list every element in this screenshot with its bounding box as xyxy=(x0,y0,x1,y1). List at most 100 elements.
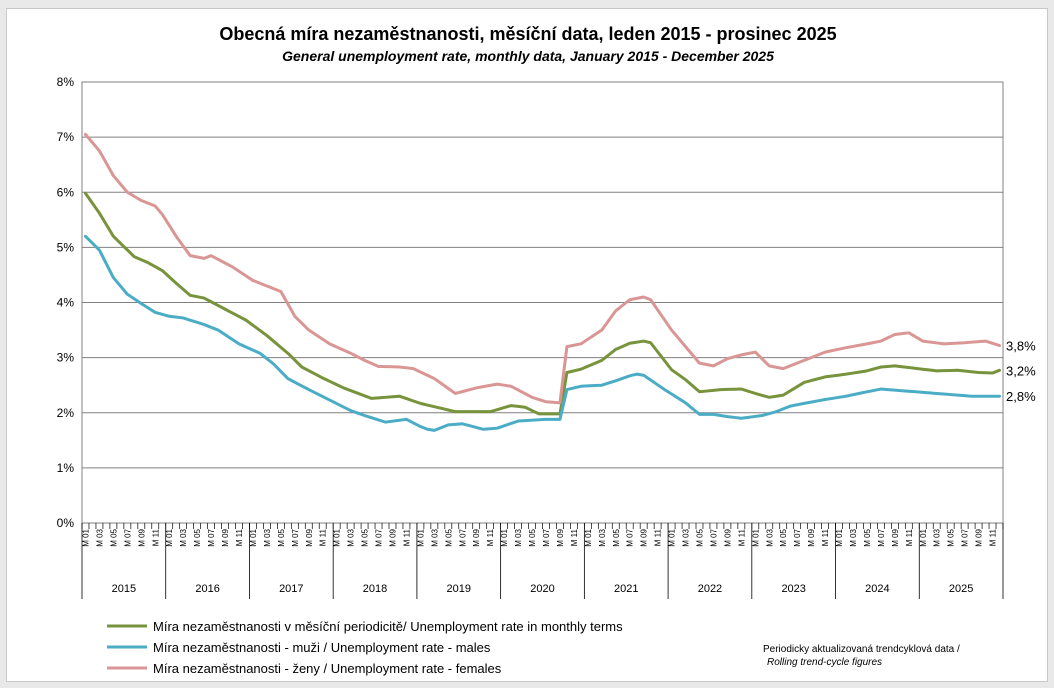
month-tick-label: M 05 xyxy=(947,528,956,546)
end-labels: 3,8% 3,2% 2,8% xyxy=(1006,338,1036,404)
month-tick-label: M 01 xyxy=(416,528,425,546)
month-tick-label: M 03 xyxy=(430,528,439,546)
y-tick-label: 5% xyxy=(57,240,75,254)
month-tick-label: M 03 xyxy=(765,528,774,546)
y-tick-label: 7% xyxy=(57,130,75,144)
month-tick-label: M 03 xyxy=(514,528,523,546)
month-tick-label: M 05 xyxy=(109,528,118,546)
year-label: 2023 xyxy=(781,583,805,595)
series-line xyxy=(83,191,1002,416)
month-tick-label: M 11 xyxy=(905,528,914,546)
month-tick-label: M 03 xyxy=(179,528,188,546)
month-tick-label: M 05 xyxy=(863,528,872,546)
month-tick-label: M 11 xyxy=(402,528,411,546)
y-tick-label: 0% xyxy=(57,516,75,530)
gridlines xyxy=(81,81,1004,524)
month-tick-label: M 09 xyxy=(891,528,900,546)
month-tick-label: M 11 xyxy=(486,528,495,546)
year-label: 2025 xyxy=(949,583,973,595)
y-tick-label: 4% xyxy=(57,296,75,310)
year-label: 2016 xyxy=(195,583,219,595)
year-label: 2024 xyxy=(865,583,889,595)
month-tick-label: M 09 xyxy=(640,528,649,546)
month-tick-label: M 05 xyxy=(695,528,704,546)
year-label: 2017 xyxy=(279,583,303,595)
month-tick-label: M 09 xyxy=(137,528,146,546)
month-tick-label: M 01 xyxy=(81,528,90,546)
series-end-label: 3,2% xyxy=(1006,363,1036,378)
month-tick-label: M 01 xyxy=(835,528,844,546)
month-tick-label: M 03 xyxy=(347,528,356,546)
legend-label: Míra nezaměstnanosti v měsíční periodici… xyxy=(153,619,623,634)
month-tick-label: M 07 xyxy=(626,528,635,546)
month-tick-label: M 01 xyxy=(668,528,677,546)
year-label: 2022 xyxy=(698,583,722,595)
year-label: 2018 xyxy=(363,583,387,595)
month-tick-label: M 01 xyxy=(751,528,760,546)
month-tick-label: M 11 xyxy=(989,528,998,546)
y-tick-label: 2% xyxy=(57,406,75,420)
x-axis: M 01 M 03 M 05 M 07 M 09 M 11 M 01 M 03 M 05 M 07… xyxy=(81,523,1004,599)
month-tick-label: M 07 xyxy=(793,528,802,546)
series-line xyxy=(83,132,1002,405)
series-lines xyxy=(83,132,1002,432)
chart-title: Obecná míra nezaměstnanosti, měsíční dat… xyxy=(219,24,836,44)
year-label: 2020 xyxy=(530,583,554,595)
month-tick-label: M 05 xyxy=(193,528,202,546)
month-tick-label: M 07 xyxy=(542,528,551,546)
month-tick-label: M 07 xyxy=(207,528,216,546)
month-tick-label: M 01 xyxy=(165,528,174,546)
y-axis-ticks: 0% 1% 2% 3% 4% 5% 6% 7% 8% xyxy=(57,75,75,530)
month-tick-label: M 01 xyxy=(333,528,342,546)
series-end-label: 3,8% xyxy=(1006,338,1036,353)
month-tick-label: M 07 xyxy=(123,528,132,546)
month-tick-label: M 05 xyxy=(528,528,537,546)
month-tick-label: M 11 xyxy=(654,528,663,546)
month-tick-label: M 07 xyxy=(709,528,718,546)
note-line-2: Rolling trend-cycle figures xyxy=(767,657,882,668)
month-tick-label: M 07 xyxy=(961,528,970,546)
unemployment-chart: Obecná míra nezaměstnanosti, měsíční dat… xyxy=(57,24,1036,676)
month-tick-label: M 03 xyxy=(95,528,104,546)
y-tick-label: 1% xyxy=(57,461,75,475)
year-label: 2015 xyxy=(112,583,136,595)
month-tick-label: M 03 xyxy=(682,528,691,546)
month-tick-label: M 07 xyxy=(877,528,886,546)
month-tick-label: M 01 xyxy=(584,528,593,546)
chart-subtitle: General unemployment rate, monthly data,… xyxy=(282,48,774,64)
month-tick-label: M 01 xyxy=(919,528,928,546)
series-end-label: 2,8% xyxy=(1006,389,1036,404)
month-tick-label: M 09 xyxy=(388,528,397,546)
month-tick-label: M 11 xyxy=(570,528,579,546)
legend-label: Míra nezaměstnanosti - muži / Unemployme… xyxy=(153,640,491,655)
legend-label: Míra nezaměstnanosti - ženy / Unemployme… xyxy=(153,661,502,676)
legend: Míra nezaměstnanosti v měsíční periodici… xyxy=(107,619,623,676)
year-label: 2021 xyxy=(614,583,638,595)
month-tick-label: M 07 xyxy=(458,528,467,546)
note-line-1: Periodicky aktualizovaná trendcyklová da… xyxy=(763,644,960,655)
series-line xyxy=(83,234,1002,432)
month-tick-label: M 01 xyxy=(249,528,258,546)
month-tick-label: M 03 xyxy=(598,528,607,546)
month-tick-label: M 03 xyxy=(933,528,942,546)
y-tick-label: 3% xyxy=(57,351,75,365)
month-tick-label: M 11 xyxy=(235,528,244,546)
month-tick-label: M 09 xyxy=(305,528,314,546)
month-tick-label: M 03 xyxy=(849,528,858,546)
month-tick-label: M 01 xyxy=(500,528,509,546)
month-tick-label: M 07 xyxy=(291,528,300,546)
month-tick-label: M 05 xyxy=(361,528,370,546)
y-tick-label: 8% xyxy=(57,75,75,89)
month-tick-label: M 09 xyxy=(472,528,481,546)
month-tick-label: M 05 xyxy=(779,528,788,546)
month-tick-label: M 09 xyxy=(975,528,984,546)
month-tick-label: M 11 xyxy=(151,528,160,546)
month-tick-label: M 11 xyxy=(319,528,328,546)
month-tick-label: M 03 xyxy=(263,528,272,546)
month-tick-label: M 11 xyxy=(821,528,830,546)
month-tick-label: M 05 xyxy=(277,528,286,546)
month-tick-label: M 07 xyxy=(375,528,384,546)
month-tick-label: M 05 xyxy=(444,528,453,546)
month-tick-label: M 05 xyxy=(612,528,621,546)
y-tick-label: 6% xyxy=(57,185,75,199)
